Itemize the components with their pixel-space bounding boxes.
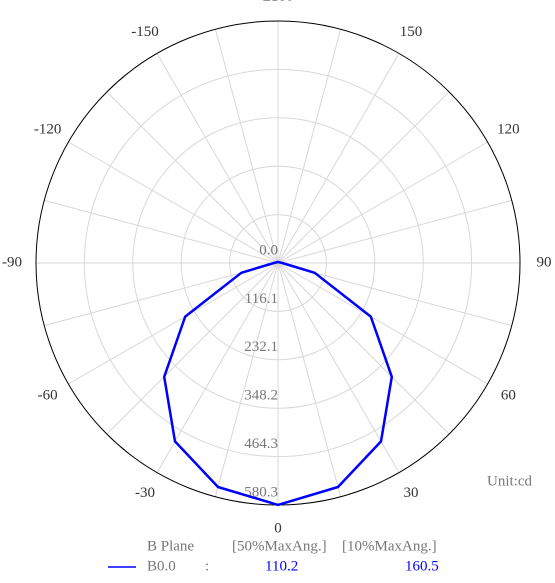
angle-tick-label: -30 xyxy=(135,485,155,501)
spoke-grid-line xyxy=(106,262,279,435)
spoke-grid-line xyxy=(277,262,400,473)
unit-label: Unit:cd xyxy=(487,473,532,489)
legend-header: [10%MaxAng.] xyxy=(342,538,437,554)
spoke-grid-line xyxy=(68,262,279,385)
legend-name: B0.0 xyxy=(147,558,176,574)
r-tick-label: 580.3 xyxy=(244,484,278,500)
angle-tick-label: 90 xyxy=(537,254,552,270)
r-tick-label: 232.1 xyxy=(244,339,278,355)
angle-tick-label: -60 xyxy=(38,387,58,403)
angle-tick-label: 30 xyxy=(404,485,419,501)
spoke-grid-line xyxy=(277,53,400,264)
intensity-curve xyxy=(162,260,394,507)
ring-grid-line xyxy=(229,214,327,312)
angle-tick-label: 120 xyxy=(497,121,520,137)
spoke-grid-line xyxy=(277,91,450,264)
legend-header: [50%MaxAng.] xyxy=(232,538,327,554)
ring-grid-line xyxy=(83,68,473,458)
spoke-grid-line xyxy=(277,199,512,264)
plane-label: B Plane xyxy=(147,538,194,554)
spoke-grid-line xyxy=(106,91,279,264)
beam-angle-10: 160.5 xyxy=(405,558,439,574)
angle-tick-label: -90 xyxy=(2,254,22,270)
angle-tick-label: 150 xyxy=(400,24,423,40)
r-tick-label: 116.1 xyxy=(245,291,278,307)
spoke-grid-line xyxy=(277,262,450,435)
spoke-grid-line xyxy=(277,262,488,385)
r-tick-label: 464.3 xyxy=(244,436,278,452)
angle-tick-label: -150 xyxy=(131,24,159,40)
angle-tick-label: 0 xyxy=(274,520,282,536)
spoke-grid-line xyxy=(277,262,342,497)
spoke-grid-line xyxy=(277,141,488,264)
spoke-grid-line xyxy=(277,29,342,264)
angle-tick-label: -120 xyxy=(34,121,62,137)
angle-tick-label: 60 xyxy=(501,387,516,403)
spoke-grid-line xyxy=(156,262,279,473)
ring-grid-line xyxy=(132,117,424,409)
spoke-grid-line xyxy=(156,53,279,264)
angle-tick-label: ±180 xyxy=(263,0,294,4)
ring-grid-line xyxy=(180,165,376,361)
spoke-grid-line xyxy=(44,199,279,264)
spoke-grid-line xyxy=(214,262,279,497)
beam-angle-50: 110.2 xyxy=(265,558,298,574)
r-tick-label: 0.0 xyxy=(259,242,278,258)
spoke-grid-line xyxy=(68,141,279,264)
legend-separator: : xyxy=(205,558,209,574)
spoke-grid-line xyxy=(214,29,279,264)
r-tick-label: 348.2 xyxy=(244,388,278,404)
